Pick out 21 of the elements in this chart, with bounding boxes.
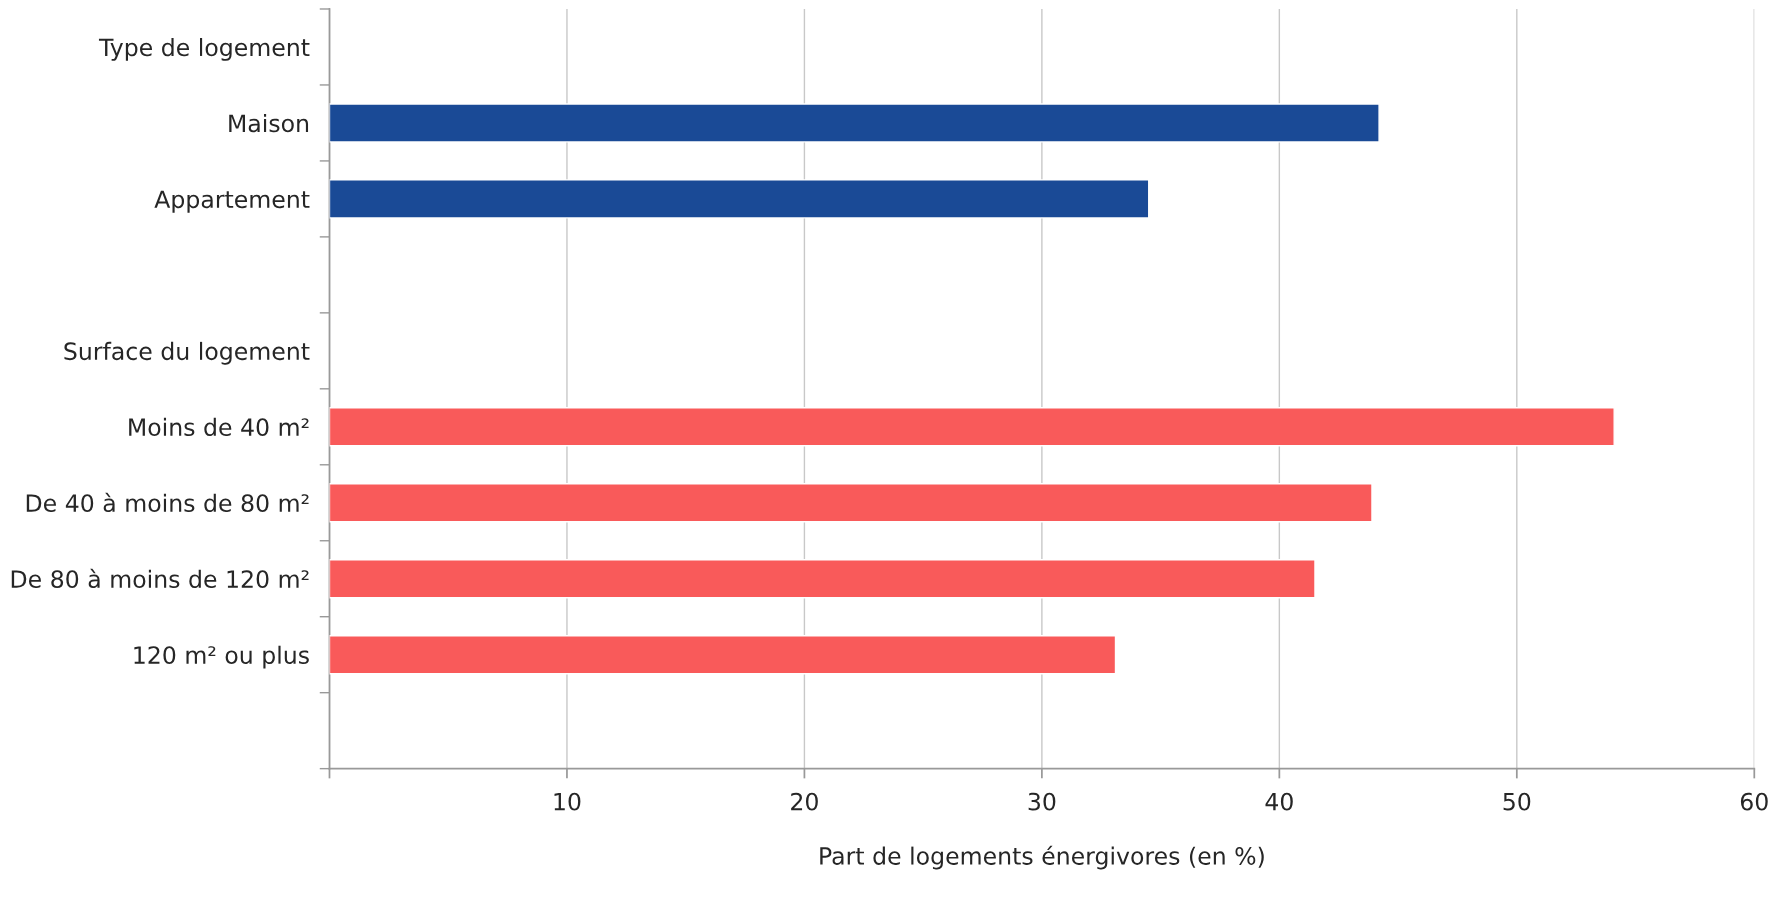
x-axis-title: Part de logements énergivores (en %) — [820, 845, 1264, 870]
bar — [329, 103, 1380, 143]
y-tick-label: De 80 à moins de 120 m² — [11, 568, 309, 589]
y-tick-label: Type de logement — [98, 38, 310, 61]
y-tick-label: Moins de 40 m² — [129, 417, 309, 437]
y-tick-label: 120 m² ou plus — [134, 645, 309, 669]
y-tick-label: Maison — [229, 113, 309, 133]
y-tick-label: Appartement — [154, 190, 310, 213]
bar — [329, 635, 1117, 675]
x-tick-label: 50 — [1503, 792, 1531, 811]
x-tick-label: 60 — [1740, 792, 1768, 811]
x-tick-label: 20 — [791, 792, 818, 811]
bar — [329, 179, 1150, 219]
x-tick-label: 30 — [1028, 792, 1056, 811]
y-tick-label: Surface du logement — [64, 341, 310, 365]
x-tick-label: 10 — [554, 792, 581, 811]
y-tick-label: De 40 à moins de 80 m² — [26, 492, 309, 513]
bar — [329, 407, 1615, 447]
x-tick-label: 40 — [1265, 792, 1293, 811]
bar — [329, 483, 1373, 523]
bar — [329, 559, 1316, 599]
